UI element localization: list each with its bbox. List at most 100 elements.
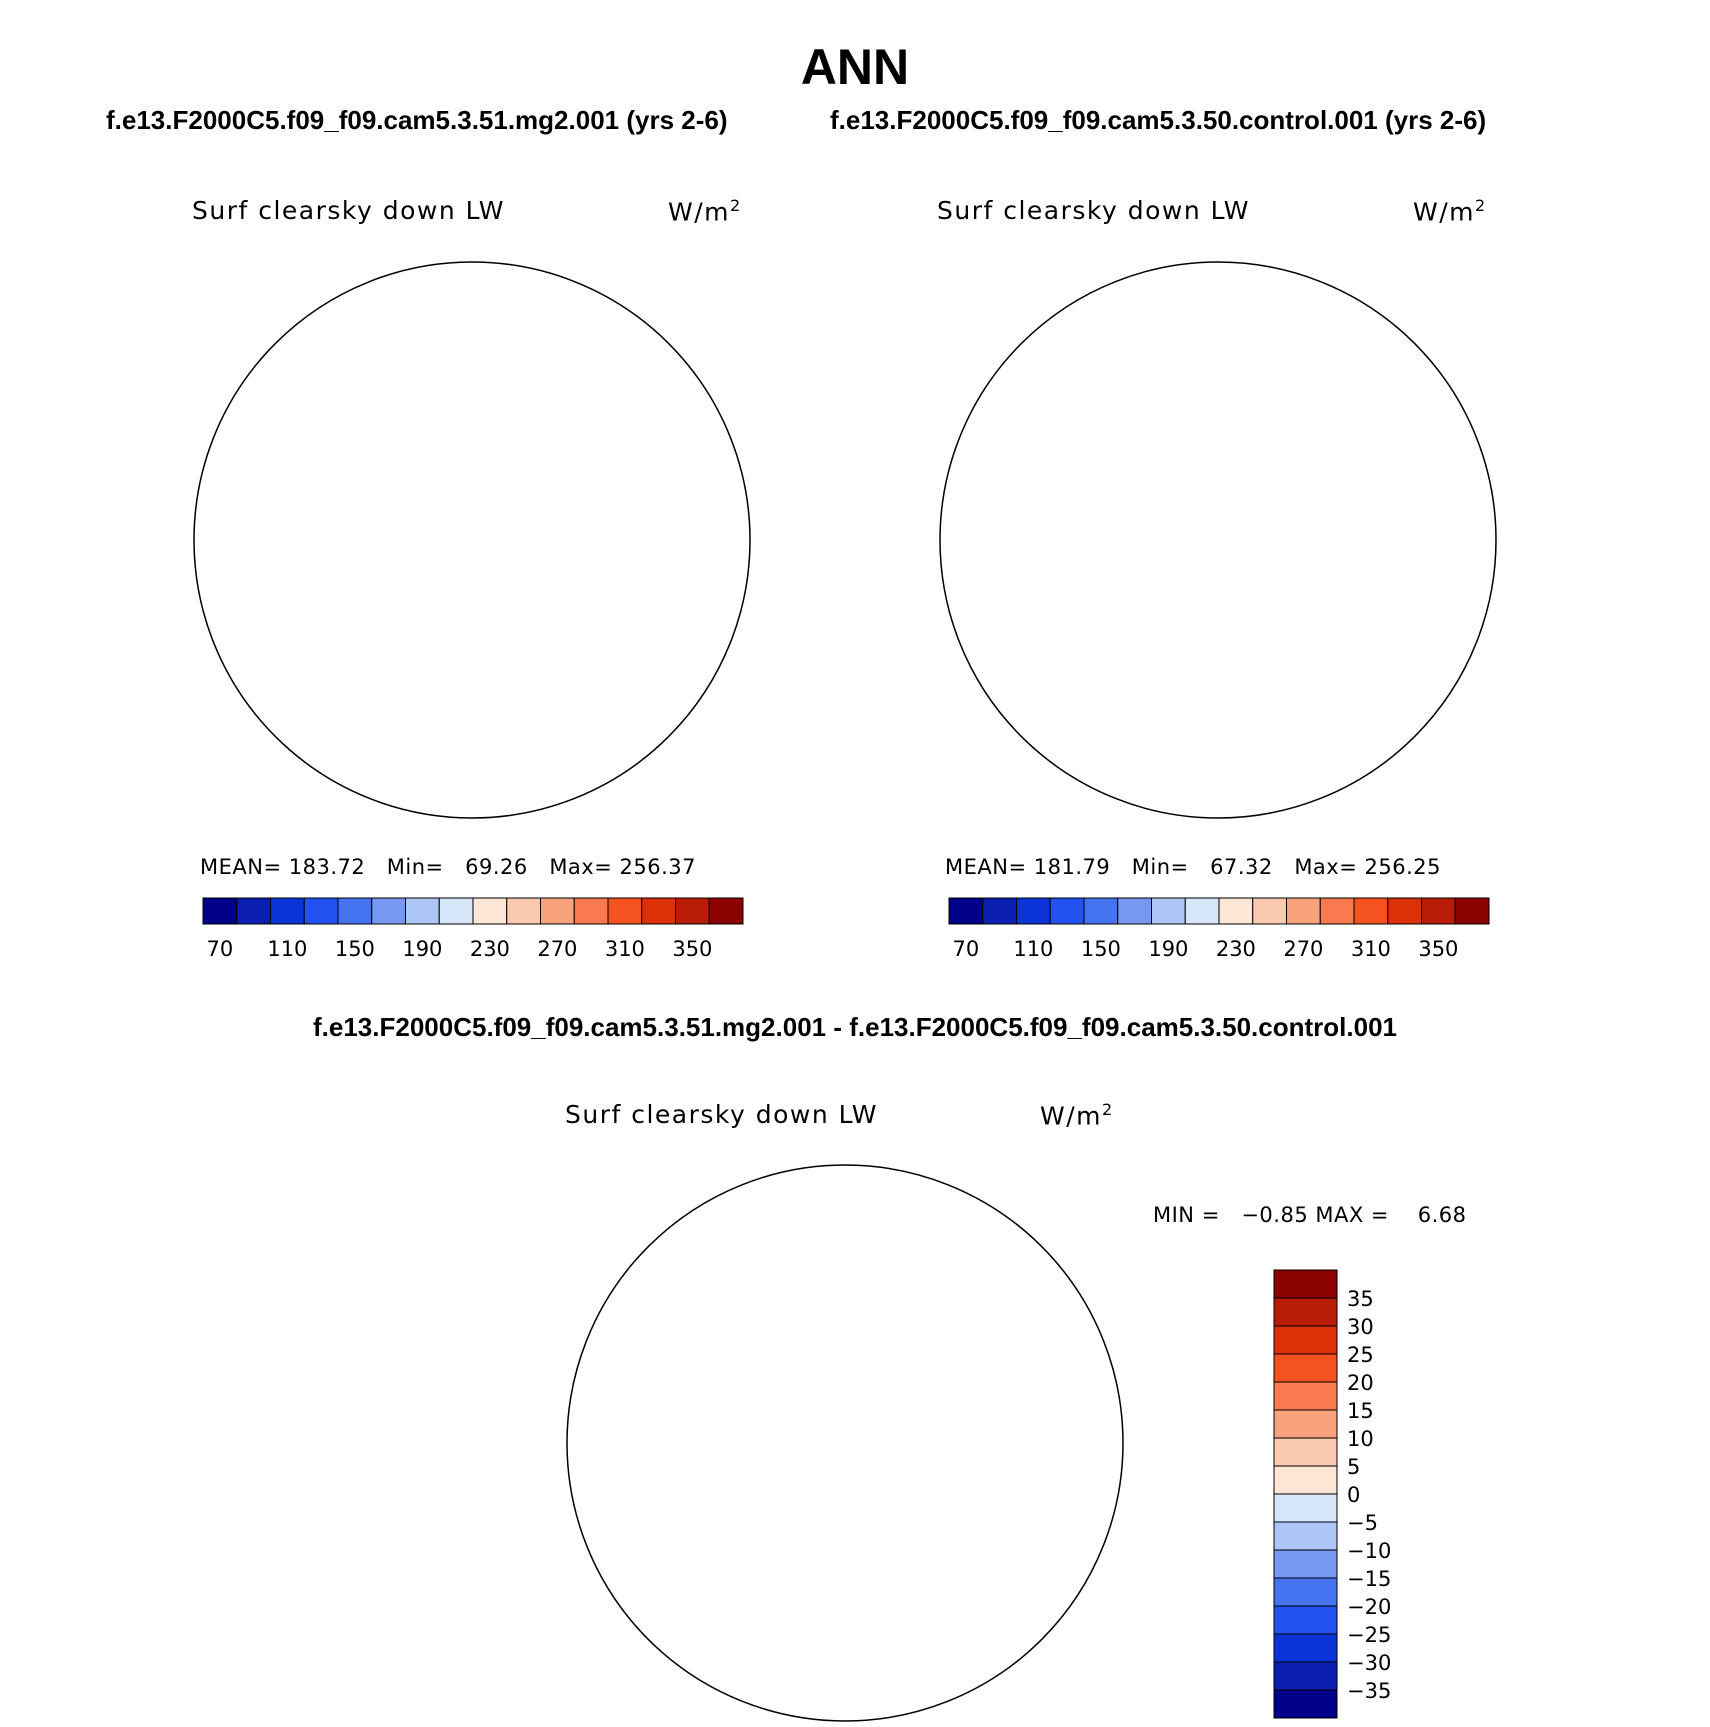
- colorbar-swatch: [1273, 1633, 1338, 1663]
- colorbar-swatch: [337, 897, 373, 925]
- colorbar-tick-label: 230: [1216, 937, 1256, 961]
- colorbar-tick-label: −10: [1347, 1539, 1391, 1563]
- colorbar-swatch: [1273, 1577, 1338, 1607]
- colorbar-swatch: [1273, 1605, 1338, 1635]
- colorbar-swatch: [1117, 897, 1152, 925]
- panel2-units: W/m2: [1413, 196, 1487, 227]
- colorbar-swatch: [1273, 1689, 1338, 1719]
- colorbar-tick-label: 310: [1351, 937, 1391, 961]
- panel3-units: W/m2: [1040, 1100, 1114, 1131]
- colorbar-tick-label: 270: [537, 937, 577, 961]
- panel1-units: W/m2: [668, 196, 742, 227]
- colorbar-tick-label: 20: [1347, 1371, 1374, 1395]
- colorbar-tick-label: 35: [1347, 1287, 1374, 1311]
- colorbar-tick-label: 350: [1418, 937, 1458, 961]
- colorbar-tick-label: 150: [335, 937, 375, 961]
- colorbar-swatch: [1049, 897, 1085, 925]
- map-panel-2: [939, 261, 1497, 819]
- colorbar-swatch: [1273, 1437, 1338, 1467]
- map-boundary-1: [193, 261, 751, 819]
- colorbar-tick-label: 70: [207, 937, 234, 961]
- figure-title: ANN: [800, 39, 910, 95]
- colorbar-tick-label: 15: [1347, 1399, 1374, 1423]
- colorbar-tick-label: 110: [267, 937, 307, 961]
- colorbar-swatch: [438, 897, 474, 925]
- colorbar-swatch: [1184, 897, 1220, 925]
- colorbar-swatch: [540, 897, 575, 925]
- colorbar-swatch: [607, 897, 643, 925]
- colorbar-swatch: [371, 897, 406, 925]
- colorbar-tick-label: −5: [1347, 1511, 1378, 1535]
- colorbar-swatch: [1252, 897, 1287, 925]
- case2-title: f.e13.F2000C5.f09_f09.cam5.3.50.control.…: [830, 105, 1487, 135]
- case1-title: f.e13.F2000C5.f09_f09.cam5.3.51.mg2.001 …: [106, 105, 728, 135]
- colorbar-swatch: [405, 897, 440, 925]
- panel1-variable: Surf clearsky down LW: [192, 196, 506, 225]
- colorbar-tick-label: 5: [1347, 1455, 1360, 1479]
- colorbar-swatch: [948, 897, 984, 925]
- colorbar-swatch: [270, 897, 305, 925]
- colorbar-swatch: [506, 897, 541, 925]
- colorbar-tick-label: 25: [1347, 1343, 1374, 1367]
- colorbar-tick-label: −30: [1347, 1651, 1391, 1675]
- colorbar-tick-label: −35: [1347, 1679, 1391, 1703]
- colorbar-swatch: [1454, 897, 1490, 925]
- panel3-variable: Surf clearsky down LW: [565, 1100, 879, 1129]
- colorbar-swatch: [1273, 1269, 1338, 1299]
- colorbar-panel-3: 35 30 25 20 15 10 5 0 −5 −10 −15 −20 −25 −30 −35: [1273, 1269, 1391, 1719]
- colorbar-tick-label: 350: [672, 937, 712, 961]
- colorbar-swatch: [573, 897, 609, 925]
- warm-anomaly-ross-sea: [663, 1523, 783, 1591]
- map-boundary-2: [939, 261, 1497, 819]
- colorbar-tick-label: 310: [605, 937, 645, 961]
- colorbar-panel-1: 70 110 150 190 230 270 310 350: [202, 897, 744, 961]
- diff-title: f.e13.F2000C5.f09_f09.cam5.3.51.mg2.001 …: [313, 1012, 1397, 1042]
- map-panel-1: [172, 261, 762, 830]
- colorbar-tick-label: 70: [953, 937, 980, 961]
- colorbar-swatch: [1273, 1521, 1338, 1551]
- colorbar-swatch: [1273, 1297, 1338, 1327]
- colorbar-swatch: [1273, 1381, 1338, 1411]
- colorbar-tick-label: 30: [1347, 1315, 1374, 1339]
- colorbar-tick-label: −20: [1347, 1595, 1391, 1619]
- colorbar-swatch: [675, 897, 710, 925]
- panel3-stats: MIN = −0.85 MAX = 6.68: [1153, 1203, 1467, 1227]
- colorbar-tick-label: 270: [1283, 937, 1323, 961]
- colorbar-swatch: [1016, 897, 1051, 925]
- colorbar-swatch: [303, 897, 339, 925]
- panel2-stats: MEAN= 181.79 Min= 67.32 Max= 256.25: [945, 855, 1441, 879]
- colorbar-tick-label: 190: [1148, 937, 1188, 961]
- colorbar-swatch: [202, 897, 238, 925]
- colorbar-swatch: [1083, 897, 1119, 925]
- colorbar-swatch: [1353, 897, 1389, 925]
- colorbar-tick-label: 10: [1347, 1427, 1374, 1451]
- colorbar-swatch: [1273, 1493, 1338, 1523]
- colorbar-swatch: [1319, 897, 1355, 925]
- map-panel-3: [566, 1164, 1124, 1722]
- colorbar-tick-label: 230: [470, 937, 510, 961]
- colorbar-swatch: [472, 897, 508, 925]
- colorbar-swatch: [1273, 1409, 1338, 1439]
- colorbar-tick-label: −25: [1347, 1623, 1391, 1647]
- colorbar-tick-label: −15: [1347, 1567, 1391, 1591]
- colorbar-swatch: [1273, 1325, 1338, 1355]
- colorbar-swatch: [982, 897, 1017, 925]
- colorbar-swatch: [1273, 1465, 1338, 1495]
- colorbar-swatch: [1286, 897, 1321, 925]
- colorbar-swatch: [1387, 897, 1422, 925]
- warm-band-west: [172, 380, 292, 780]
- colorbar-swatch: [1273, 1661, 1338, 1691]
- colorbar-swatch: [236, 897, 271, 925]
- colorbar-swatch: [1273, 1549, 1338, 1579]
- colorbar-swatch: [1151, 897, 1186, 925]
- colorbar-swatch: [1218, 897, 1254, 925]
- colorbar-swatch: [1273, 1353, 1338, 1383]
- panel2-variable: Surf clearsky down LW: [937, 196, 1251, 225]
- colorbar-swatch: [641, 897, 676, 925]
- colorbar-tick-label: 190: [402, 937, 442, 961]
- colorbar-panel-2: 70 110 150 190 230 270 310 350: [948, 897, 1490, 961]
- panel1-stats: MEAN= 183.72 Min= 69.26 Max= 256.37: [200, 855, 696, 879]
- colorbar-tick-label: 110: [1013, 937, 1053, 961]
- colorbar-swatch: [708, 897, 744, 925]
